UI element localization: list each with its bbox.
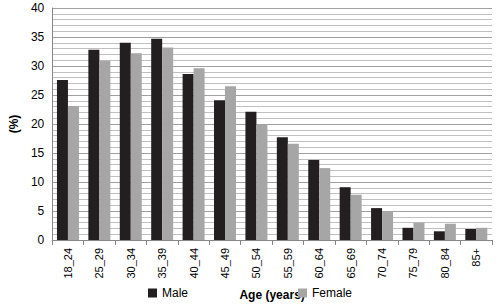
svg-text:Female: Female — [312, 286, 352, 300]
svg-text:18_24: 18_24 — [62, 248, 74, 279]
svg-text:15: 15 — [31, 146, 45, 160]
svg-text:25: 25 — [31, 88, 45, 102]
svg-text:35: 35 — [31, 30, 45, 44]
svg-text:65_69: 65_69 — [345, 248, 357, 279]
svg-text:55_59: 55_59 — [282, 248, 294, 279]
svg-text:0: 0 — [38, 233, 45, 247]
svg-text:20: 20 — [31, 117, 45, 131]
svg-text:5: 5 — [38, 204, 45, 218]
svg-text:35_39: 35_39 — [156, 248, 168, 279]
svg-text:30_34: 30_34 — [125, 248, 137, 279]
svg-text:50_54: 50_54 — [250, 248, 262, 279]
svg-text:80_84: 80_84 — [439, 248, 451, 279]
svg-text:Age (years): Age (years) — [239, 288, 304, 302]
svg-text:30: 30 — [31, 59, 45, 73]
svg-text:75_79: 75_79 — [407, 248, 419, 279]
svg-text:70_74: 70_74 — [376, 248, 388, 279]
svg-text:45_49: 45_49 — [219, 248, 231, 279]
svg-text:10: 10 — [31, 175, 45, 189]
svg-text:Male: Male — [162, 286, 188, 300]
svg-text:25_29: 25_29 — [93, 248, 105, 279]
svg-text:60_64: 60_64 — [313, 248, 325, 279]
svg-text:40: 40 — [31, 1, 45, 15]
svg-text:85+: 85+ — [470, 248, 482, 267]
svg-text:40_44: 40_44 — [188, 248, 200, 279]
svg-text:(%): (%) — [7, 115, 21, 134]
